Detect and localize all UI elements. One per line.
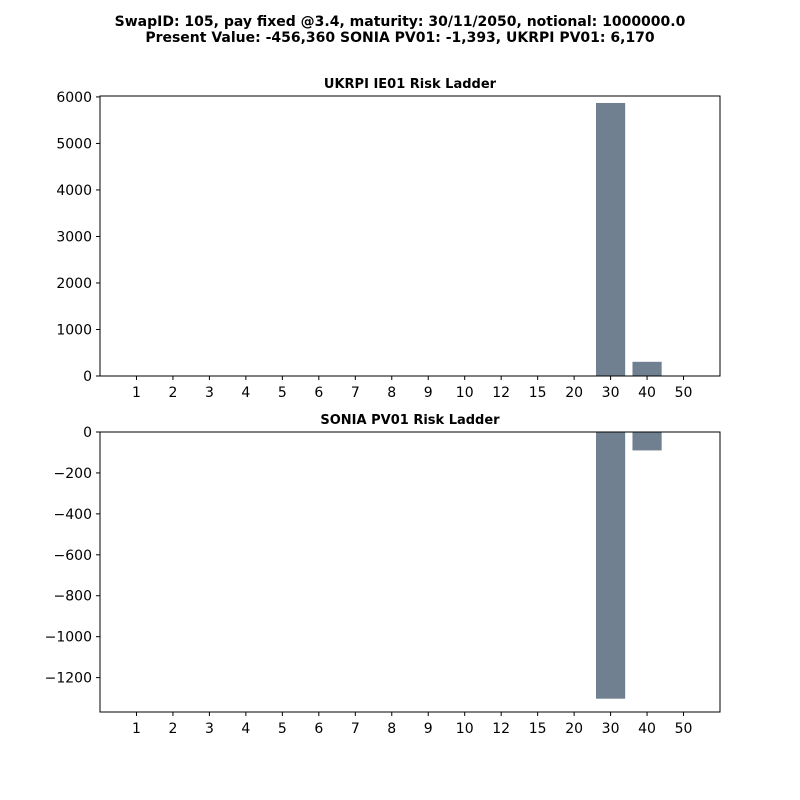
x-tick-label: 20 xyxy=(565,385,583,401)
axes-frame xyxy=(99,431,721,713)
x-tick-label: 8 xyxy=(387,721,396,737)
bar-40 xyxy=(632,361,662,376)
y-tick-label: −800 xyxy=(54,589,92,605)
chart-title: UKRPI IE01 Risk Ladder xyxy=(324,77,497,92)
y-tick-label: −200 xyxy=(54,466,92,482)
y-tick-label: 3000 xyxy=(56,229,92,245)
x-tick-label: 20 xyxy=(565,721,583,737)
axes-frame xyxy=(99,95,721,377)
x-tick-label: 1 xyxy=(132,721,141,737)
x-tick-label: 40 xyxy=(638,385,656,401)
y-tick-label: 0 xyxy=(83,425,92,441)
x-tick-label: 15 xyxy=(529,385,547,401)
x-tick-label: 2 xyxy=(168,385,177,401)
x-tick-label: 50 xyxy=(675,721,693,737)
x-tick-label: 40 xyxy=(638,721,656,737)
x-tick-label: 50 xyxy=(675,385,693,401)
figure-title-line-2: Present Value: -456,360 SONIA PV01: -1,3… xyxy=(145,30,655,46)
y-tick-label: 6000 xyxy=(56,90,92,106)
x-tick-label: 15 xyxy=(529,721,547,737)
bar-40 xyxy=(632,432,662,451)
figure-title-line-1: SwapID: 105, pay fixed @3.4, maturity: 3… xyxy=(114,14,686,30)
x-tick-label: 9 xyxy=(424,721,433,737)
y-tick-label: −1000 xyxy=(45,630,92,646)
x-tick-label: 5 xyxy=(278,385,287,401)
x-tick-label: 9 xyxy=(424,385,433,401)
x-tick-label: 2 xyxy=(168,721,177,737)
x-tick-label: 12 xyxy=(492,385,510,401)
x-tick-label: 30 xyxy=(602,721,620,737)
y-tick-label: −400 xyxy=(54,507,92,523)
y-tick-label: 4000 xyxy=(56,183,92,199)
y-tick-label: 2000 xyxy=(56,276,92,292)
x-tick-label: 7 xyxy=(351,721,360,737)
x-tick-label: 6 xyxy=(314,385,323,401)
chart-title: SONIA PV01 Risk Ladder xyxy=(320,413,500,428)
x-tick-label: 4 xyxy=(241,721,250,737)
y-tick-label: 1000 xyxy=(56,322,92,338)
x-tick-label: 10 xyxy=(456,721,474,737)
x-tick-label: 6 xyxy=(314,721,323,737)
x-tick-label: 3 xyxy=(205,721,214,737)
x-tick-label: 4 xyxy=(241,385,250,401)
x-tick-label: 8 xyxy=(387,385,396,401)
x-tick-label: 12 xyxy=(492,721,510,737)
x-tick-label: 5 xyxy=(278,721,287,737)
y-tick-label: 5000 xyxy=(56,136,92,152)
y-tick-label: 0 xyxy=(83,369,92,385)
y-tick-label: −600 xyxy=(54,548,92,564)
x-tick-label: 30 xyxy=(602,385,620,401)
chart-panel-2: SONIA PV01 Risk Ladder 0 −200 −400 −600 −800 −… xyxy=(45,413,721,737)
y-tick-label: −1200 xyxy=(45,671,92,687)
x-tick-label: 10 xyxy=(456,385,474,401)
bar-30 xyxy=(596,432,626,699)
chart-panel-1: UKRPI IE01 Risk Ladder 0 1000 2000 3000 4000 5… xyxy=(56,77,721,401)
x-tick-label: 7 xyxy=(351,385,360,401)
x-tick-label: 1 xyxy=(132,385,141,401)
x-tick-label: 3 xyxy=(205,385,214,401)
bar-30 xyxy=(596,102,626,376)
